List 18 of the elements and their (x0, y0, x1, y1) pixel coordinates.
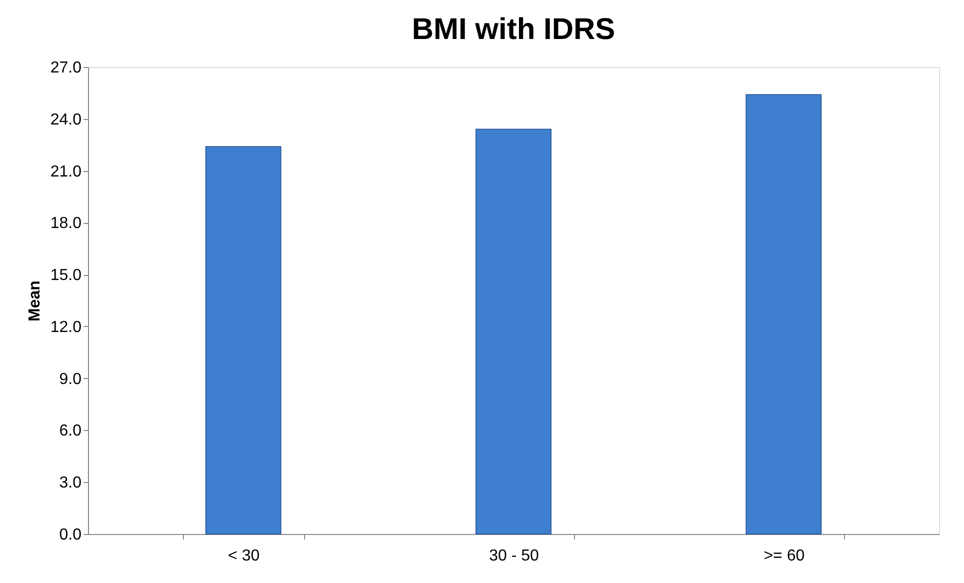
y-tick-label: 0.0 (59, 526, 82, 544)
y-tick-label: 12.0 (50, 318, 82, 336)
y-tick-label: 15.0 (50, 267, 82, 284)
bar (746, 94, 822, 534)
y-tick-label: 3.0 (59, 474, 82, 492)
y-axis-title: Mean (26, 280, 44, 322)
x-tick-label: 30 - 50 (489, 548, 540, 564)
bar (205, 146, 282, 534)
bar (476, 128, 552, 534)
y-tick-label: 24.0 (50, 111, 82, 128)
y-tick-label: 18.0 (50, 215, 82, 232)
x-tick-label: >= 60 (764, 548, 805, 564)
y-tick-label: 21.0 (50, 163, 82, 180)
y-tick-label: 27.0 (50, 60, 82, 76)
chart-title: BMI with IDRS (412, 13, 616, 46)
x-tick-label: < 30 (228, 548, 260, 564)
y-tick-label: 6.0 (59, 422, 82, 440)
y-tick-label: 9.0 (59, 370, 82, 388)
